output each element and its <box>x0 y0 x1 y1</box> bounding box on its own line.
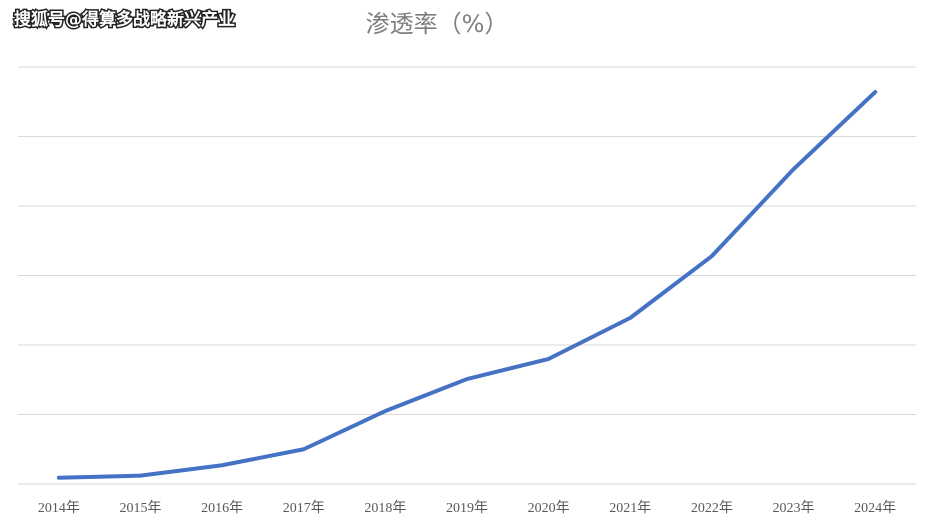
x-tick-label: 2019年 <box>446 500 488 516</box>
x-tick-label: 2016年 <box>201 500 243 516</box>
watermark: 搜狐号@得算多战略新兴产业 <box>14 9 235 30</box>
x-tick-label: 2017年 <box>283 500 325 516</box>
x-tick-label: 2014年 <box>38 500 80 516</box>
x-tick-label: 2018年 <box>364 500 406 516</box>
x-tick-label: 2021年 <box>609 500 651 516</box>
x-tick-label: 2022年 <box>691 500 733 516</box>
line-series <box>56 90 878 480</box>
x-tick-label: 2015年 <box>119 500 161 516</box>
x-tick-label: 2024年 <box>854 500 896 516</box>
chart-title: 渗透率（%） <box>366 10 509 38</box>
x-tick-label: 2020年 <box>528 500 570 516</box>
x-tick-label: 2023年 <box>773 500 815 516</box>
